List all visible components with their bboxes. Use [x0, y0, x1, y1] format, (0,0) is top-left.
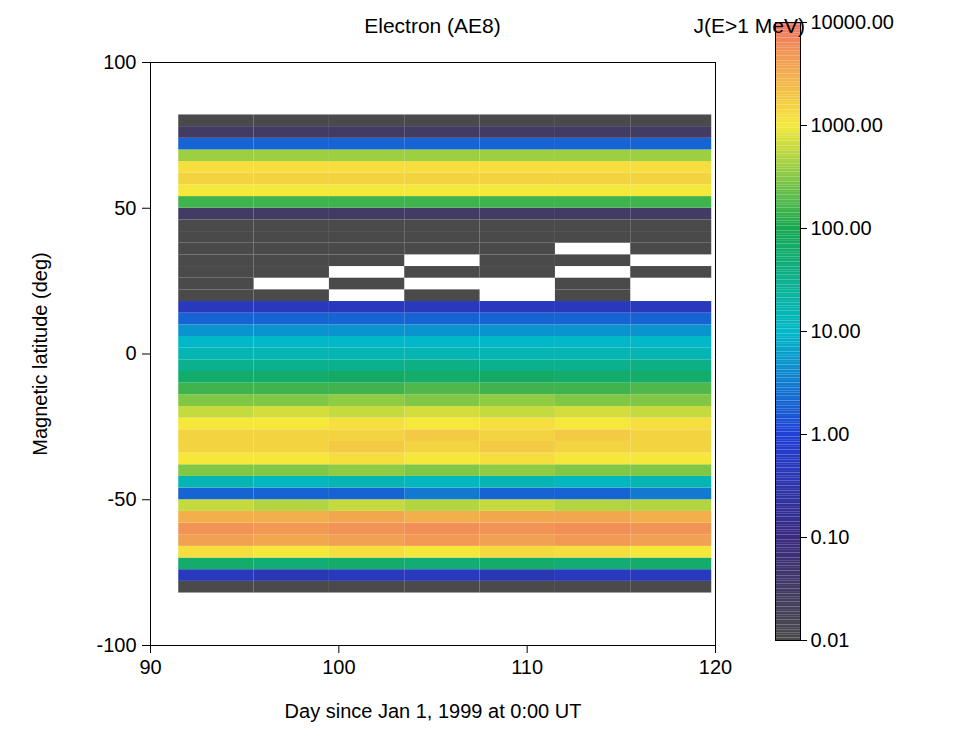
svg-text:10.00: 10.00 [811, 320, 861, 342]
svg-text:-50: -50 [108, 488, 137, 510]
svg-text:90: 90 [139, 656, 161, 678]
svg-text:0.01: 0.01 [811, 629, 850, 651]
svg-text:50: 50 [114, 197, 136, 219]
svg-text:1000.00: 1000.00 [811, 114, 883, 136]
svg-text:110: 110 [511, 656, 543, 678]
svg-text:120: 120 [699, 656, 732, 678]
svg-text:1.00: 1.00 [811, 423, 850, 445]
svg-text:Magnetic latitude (deg): Magnetic latitude (deg) [29, 252, 51, 455]
svg-text:0: 0 [125, 342, 136, 364]
svg-text:0.10: 0.10 [811, 526, 850, 548]
svg-text:-100: -100 [96, 634, 136, 656]
html-text:Electron (AE8): Electron (AE8) [364, 14, 501, 37]
html-text:J(E>1 MeV): J(E>1 MeV) [693, 14, 805, 37]
svg-text:100: 100 [103, 51, 136, 73]
svg-text:100: 100 [322, 656, 355, 678]
svg-text:10000.00: 10000.00 [811, 11, 894, 33]
svg-text:Day since Jan 1, 1999 at 0:00: Day since Jan 1, 1999 at 0:00 UT [285, 700, 582, 722]
svg-text:100.00: 100.00 [811, 217, 872, 239]
